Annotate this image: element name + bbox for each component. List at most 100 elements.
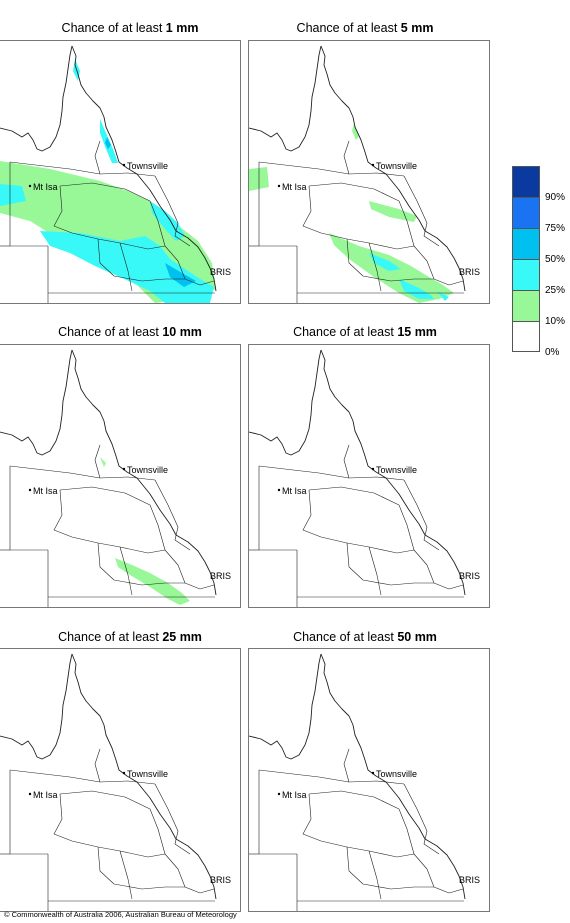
panel-amount: 10 mm: [162, 325, 202, 339]
district-boundary: [97, 846, 215, 894]
panel-title-50mm: Chance of at least 50 mm: [293, 630, 437, 644]
district-boundary: [154, 783, 191, 855]
townsville-marker: [371, 467, 375, 471]
district-boundary: [119, 850, 133, 900]
district-boundary: [308, 790, 400, 810]
mt-isa-label: Mt Isa: [33, 486, 58, 496]
legend-label-10: 10%: [545, 316, 566, 327]
district-boundary: [154, 175, 191, 247]
panel-amount: 50 mm: [397, 630, 437, 644]
district-boundary: [368, 242, 382, 292]
district-boundary: [343, 748, 350, 783]
district-boundary: [346, 238, 464, 286]
mt-isa-label: Mt Isa: [282, 486, 307, 496]
district-boundary: [119, 546, 133, 596]
map-panel-25mm: Townsville Mt Isa BRIS: [0, 648, 241, 912]
panel-title-10mm: Chance of at least 10 mm: [58, 325, 202, 339]
legend-label-75: 75%: [545, 223, 566, 234]
probability-area: [369, 253, 401, 271]
district-boundary: [94, 748, 101, 783]
district-boundary: [94, 140, 101, 175]
panel-title-15mm: Chance of at least 15 mm: [293, 325, 437, 339]
map-panel-1mm: Townsville Mt Isa BRIS: [0, 40, 241, 304]
district-boundary: [258, 466, 297, 551]
mt-isa-marker: [28, 184, 32, 188]
district-boundary: [368, 850, 382, 900]
district-boundary: [302, 793, 435, 888]
district-boundary: [149, 808, 166, 855]
district-boundary: [368, 546, 382, 596]
coastline: [320, 45, 466, 292]
panel-title-1mm: Chance of at least 1 mm: [61, 21, 199, 35]
gulf-coastline: [249, 45, 322, 152]
townsville-label: Townsville: [127, 161, 168, 171]
legend-label-90: 90%: [545, 192, 566, 203]
mt-isa-label: Mt Isa: [282, 182, 307, 192]
probability-area: [399, 279, 434, 299]
district-boundary: [149, 200, 166, 247]
mt-isa-label: Mt Isa: [33, 790, 58, 800]
district-boundary: [59, 486, 151, 506]
townsville-label: Townsville: [127, 465, 168, 475]
district-boundary: [53, 793, 186, 888]
townsville-label: Townsville: [376, 465, 417, 475]
panel-amount: 25 mm: [162, 630, 202, 644]
bris-label: BRIS: [459, 267, 480, 277]
panel-amount: 1 mm: [165, 21, 199, 35]
map-panel-15mm: Townsville Mt Isa BRIS: [248, 344, 490, 608]
legend-swatch-25: [512, 259, 540, 290]
queensland-map: Townsville Mt Isa BRIS: [249, 45, 480, 303]
district-boundary: [343, 140, 350, 175]
coastline: [71, 349, 217, 596]
townsville-label: Townsville: [127, 769, 168, 779]
gulf-coastline: [249, 653, 322, 760]
townsville-label: Townsville: [376, 161, 417, 171]
legend-label-25: 25%: [545, 285, 566, 296]
bris-label: BRIS: [210, 875, 231, 885]
townsville-marker: [371, 163, 375, 167]
panel-amount: 15 mm: [397, 325, 437, 339]
district-boundary: [53, 489, 186, 584]
queensland-map: Townsville Mt Isa BRIS: [249, 349, 480, 607]
coastline: [320, 349, 466, 596]
queensland-map: Townsville Mt Isa BRIS: [0, 653, 231, 911]
probability-area: [369, 201, 417, 222]
bris-label: BRIS: [459, 571, 480, 581]
gulf-coastline: [0, 349, 73, 456]
townsville-label: Townsville: [376, 769, 417, 779]
map-panel-50mm: Townsville Mt Isa BRIS: [248, 648, 490, 912]
gulf-coastline: [0, 653, 73, 760]
panel-title-5mm: Chance of at least 5 mm: [296, 21, 434, 35]
gulf-coastline: [249, 349, 322, 456]
district-boundary: [308, 486, 400, 506]
district-boundary: [119, 242, 133, 292]
probability-area: [352, 124, 359, 140]
coastline: [320, 653, 466, 900]
district-boundary: [9, 770, 48, 855]
mt-isa-marker: [28, 488, 32, 492]
district-boundary: [343, 444, 350, 479]
coastline: [71, 653, 217, 900]
district-boundary: [258, 770, 297, 855]
district-boundary: [398, 808, 415, 855]
district-boundary: [302, 185, 435, 280]
queensland-map: Townsville Mt Isa BRIS: [249, 653, 480, 911]
legend-label-50: 50%: [545, 254, 566, 265]
probability-area: [0, 184, 26, 206]
probability-area: [437, 291, 449, 301]
district-boundary: [97, 542, 215, 590]
district-boundary: [398, 504, 415, 551]
probability-area: [115, 558, 190, 605]
district-boundary: [308, 182, 400, 202]
legend-swatch-50: [512, 228, 540, 259]
legend-swatch-75: [512, 197, 540, 228]
townsville-marker: [122, 163, 126, 167]
probability-area: [165, 263, 196, 287]
district-boundary: [149, 504, 166, 551]
copyright-notice: © Commonwealth of Australia 2006, Austra…: [4, 910, 237, 919]
district-boundary: [346, 846, 464, 894]
district-boundary: [302, 489, 435, 584]
legend-swatch-10: [512, 290, 540, 321]
mt-isa-label: Mt Isa: [33, 182, 58, 192]
mt-isa-marker: [277, 488, 281, 492]
